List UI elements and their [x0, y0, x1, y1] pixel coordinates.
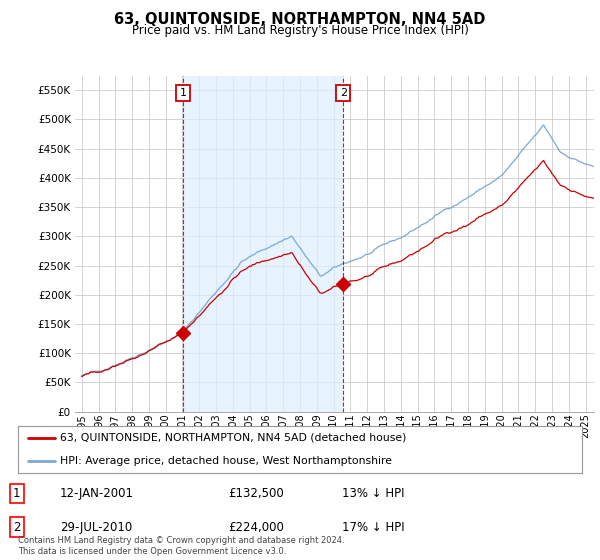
Text: 1: 1 — [179, 88, 187, 98]
Text: HPI: Average price, detached house, West Northamptonshire: HPI: Average price, detached house, West… — [60, 456, 392, 466]
Text: Contains HM Land Registry data © Crown copyright and database right 2024.
This d: Contains HM Land Registry data © Crown c… — [18, 536, 344, 556]
Text: 2: 2 — [340, 88, 347, 98]
Text: 12-JAN-2001: 12-JAN-2001 — [60, 487, 134, 500]
Text: 13% ↓ HPI: 13% ↓ HPI — [342, 487, 404, 500]
Text: £132,500: £132,500 — [228, 487, 284, 500]
Text: 2: 2 — [13, 521, 20, 534]
Text: 1: 1 — [13, 487, 20, 500]
Bar — [183, 76, 343, 412]
Text: 29-JUL-2010: 29-JUL-2010 — [60, 521, 132, 534]
Text: 63, QUINTONSIDE, NORTHAMPTON, NN4 5AD: 63, QUINTONSIDE, NORTHAMPTON, NN4 5AD — [115, 12, 485, 27]
Text: Price paid vs. HM Land Registry's House Price Index (HPI): Price paid vs. HM Land Registry's House … — [131, 24, 469, 36]
Text: £224,000: £224,000 — [228, 521, 284, 534]
Text: 63, QUINTONSIDE, NORTHAMPTON, NN4 5AD (detached house): 63, QUINTONSIDE, NORTHAMPTON, NN4 5AD (d… — [60, 432, 407, 442]
Text: 17% ↓ HPI: 17% ↓ HPI — [342, 521, 404, 534]
